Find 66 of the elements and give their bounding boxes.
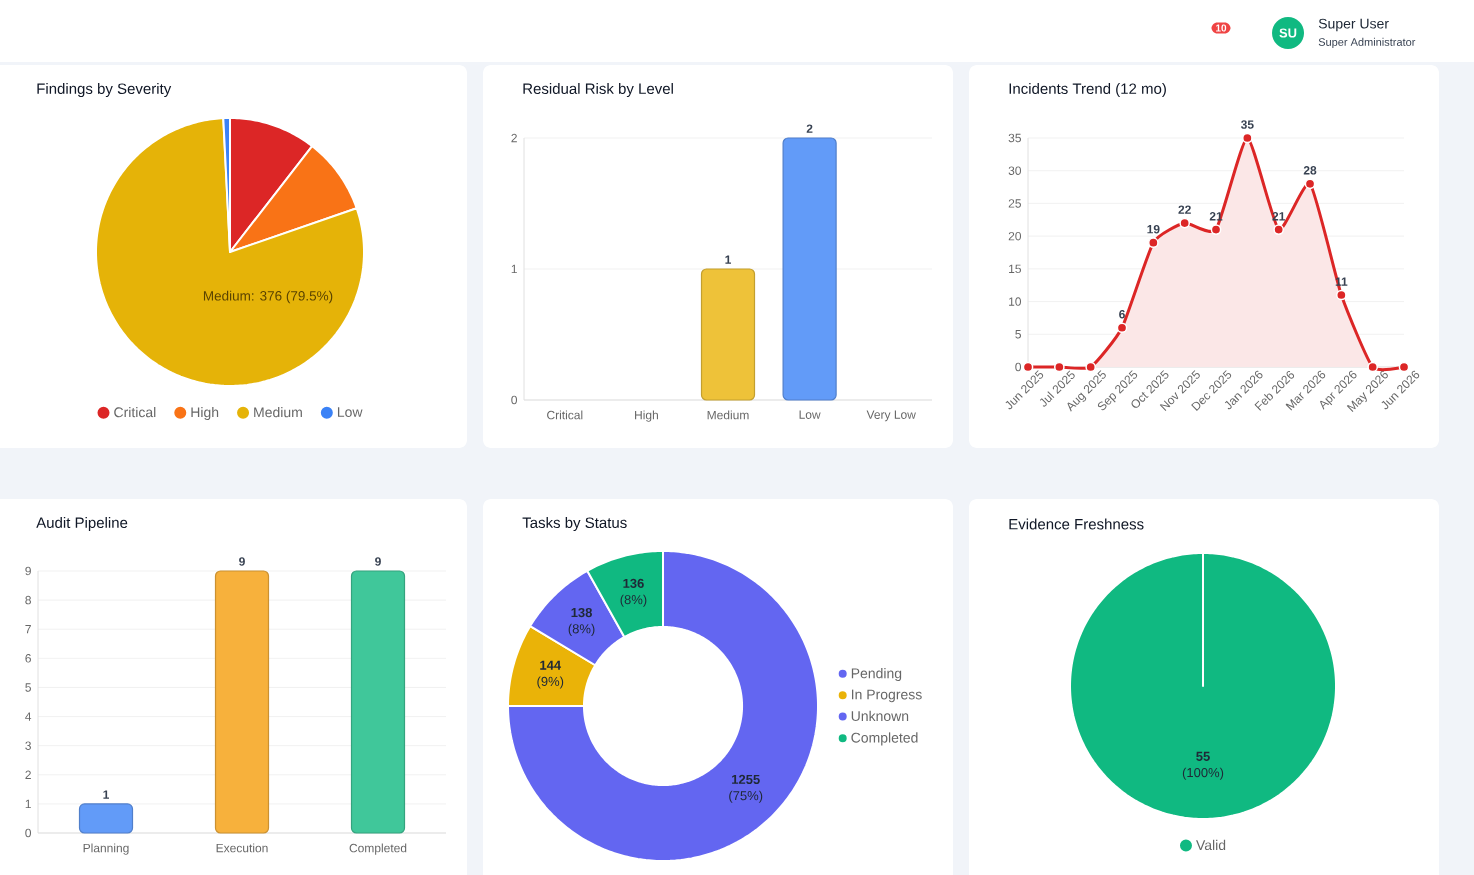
y-tick-label: 3 [25,741,31,750]
point [1336,289,1347,301]
y-tick-label: 30 [1008,166,1022,175]
chart-title: Tasks by Status [522,517,627,531]
data-label: 136 (8%) [620,578,647,607]
y-tick-label: 10 [1009,297,1022,306]
y-tick-label: 1 [511,264,517,274]
text: SU [1279,28,1297,38]
data-label: 19 [1147,224,1160,234]
y-tick-label: 25 [1008,199,1021,208]
y-tick-label: 0 [1015,362,1022,372]
data-label: 22 [1178,205,1191,214]
chart-title: Audit Pipeline [36,517,128,531]
text: Super User [1318,18,1389,32]
data-label: 1255 (75%) [729,774,763,803]
legend-label: Pending [851,668,902,682]
y-tick-label: 1 [25,799,31,809]
text: Super Administrator [1318,37,1416,49]
point [1210,224,1222,235]
data-label: 144 (9%) [537,660,564,689]
x-tick-label: High [635,410,658,422]
y-tick-label: 20 [1008,231,1022,241]
data-label: 9 [375,557,381,566]
y-tick-label: 35 [1008,133,1021,143]
x-tick-label: Very Low [866,410,916,422]
data-label: 138 (8%) [568,607,595,636]
data-label: 35 [1240,120,1254,129]
y-tick-label: 15 [1009,264,1021,274]
point [1273,224,1285,235]
legend-label: Valid [1196,839,1226,851]
x-tick-label: Medium [707,410,749,420]
data-label: 6 [1119,310,1125,319]
y-tick-label: 0 [511,395,518,405]
text: 10 [1216,24,1227,32]
data-label: 28 [1303,166,1317,175]
y-tick-label: 6 [25,654,31,663]
x-tick-label: Completed [349,843,407,855]
y-tick-label: 5 [1015,330,1021,339]
y-tick-label: 7 [25,625,31,634]
data-label: 55 (100%) [1182,751,1224,780]
chart-title: Incidents Trend (12 mo) [1009,83,1166,97]
y-tick-label: 2 [25,770,31,779]
point [1148,237,1159,249]
y-tick-label: 0 [25,828,32,838]
x-tick-label: Critical [547,410,583,420]
chart-title: Evidence Freshness [1009,518,1144,530]
y-tick-label: 4 [25,712,32,721]
chart-title: Findings by Severity [37,82,172,97]
point [1179,217,1191,229]
data-label: 9 [239,557,245,566]
chart-title: Residual Risk by Level [523,82,673,97]
legend-label: Unknown [851,710,909,722]
point [1242,132,1253,144]
y-tick-label: 8 [25,595,31,605]
legend-label: Completed [851,732,918,746]
y-tick-label: 5 [25,683,31,692]
x-tick-label: Planning [83,843,129,855]
text: Medium: 376 (79.5%) [203,290,333,304]
data-label: 1 [725,255,732,264]
legend-label: In Progress [851,689,922,703]
x-tick-label: Low [799,410,821,419]
data-label: 1 [103,790,110,799]
y-tick-label: 9 [25,566,31,576]
x-tick-label: Execution [216,843,268,853]
data-label: 2 [806,124,813,133]
y-tick-label: 2 [511,133,517,143]
